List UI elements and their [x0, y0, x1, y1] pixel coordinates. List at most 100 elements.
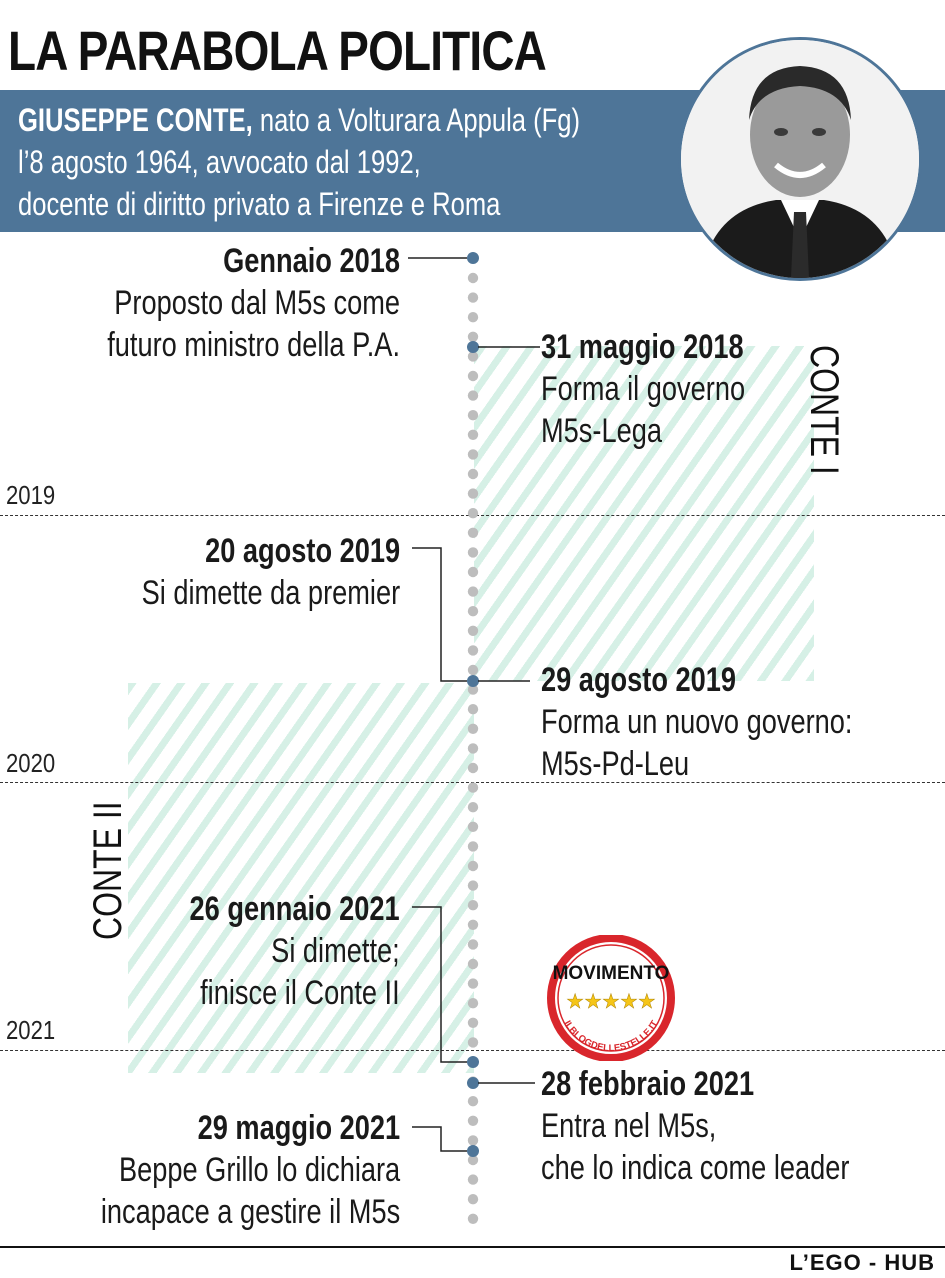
event-text: Proposto dal M5s come — [114, 284, 400, 322]
timeline-dot — [467, 527, 479, 538]
timeline-dot — [467, 1213, 479, 1225]
portrait-photo — [678, 37, 922, 281]
timeline-dot — [467, 664, 479, 676]
event-29-agosto-2019: 29 agosto 2019 Forma un nuovo governo: M… — [541, 659, 852, 785]
bio-text: GIUSEPPE CONTE, nato a Volturara Appula … — [18, 99, 580, 225]
event-text: Si dimette da premier — [141, 574, 400, 612]
event-date: 26 gennaio 2021 — [189, 890, 400, 928]
event-date: 31 maggio 2018 — [541, 328, 744, 366]
bio-line-2: l’8 agosto 1964, avvocato dal 1992, — [18, 144, 421, 180]
page-title: LA PARABOLA POLITICA — [8, 19, 547, 82]
event-dot — [467, 1056, 479, 1068]
m5s-logo-graphic: MOVIMENTO ★★★★★ ILBLOGDELLESTELLE.IT — [547, 935, 675, 1061]
timeline-dot — [467, 272, 479, 284]
event-text: Forma il governo — [541, 370, 746, 408]
timeline-dot — [467, 468, 479, 480]
timeline-dot — [467, 939, 479, 950]
timeline-dot — [467, 1017, 479, 1028]
bio-name: GIUSEPPE CONTE, — [18, 102, 253, 138]
timeline-dot — [467, 704, 479, 715]
timeline-dot — [467, 312, 479, 323]
timeline-dot — [467, 547, 479, 558]
event-text: incapace a gestire il M5s — [100, 1193, 400, 1231]
timeline-dot — [467, 1115, 479, 1127]
event-text: Entra nel M5s, — [541, 1107, 717, 1145]
timeline-dot — [467, 743, 479, 754]
timeline-dot — [467, 762, 479, 774]
timeline-dot — [467, 351, 479, 362]
timeline-dot — [467, 860, 479, 872]
conte-i-label: CONTE I — [802, 345, 846, 475]
event-date: 20 agosto 2019 — [204, 532, 400, 570]
timeline-dot — [467, 488, 479, 499]
event-28-febbraio-2021: 28 febbraio 2021 Entra nel M5s, che lo i… — [541, 1063, 849, 1189]
timeline-dot — [467, 723, 479, 734]
event-dot — [467, 341, 479, 353]
svg-text:★★★★★: ★★★★★ — [566, 989, 656, 1013]
credit: L’EGO - HUB — [789, 1250, 935, 1275]
year-label-2019: 2019 — [6, 480, 56, 510]
timeline-dot — [467, 919, 479, 930]
logo-stars: ★★★★★ — [566, 989, 656, 1014]
event-20-agosto-2019: 20 agosto 2019 Si dimette da premier — [141, 530, 400, 614]
timeline-dot — [467, 998, 479, 1009]
timeline-dot — [467, 566, 479, 578]
event-date: 29 agosto 2019 — [541, 661, 737, 699]
timeline-dot — [467, 1154, 479, 1166]
event-gennaio-2018: Gennaio 2018 Proposto dal M5s come futur… — [107, 240, 400, 366]
timeline-dot — [467, 625, 479, 636]
timeline-dot — [467, 645, 479, 656]
bio-line-1-rest: nato a Volturara Appula (Fg) — [252, 102, 581, 138]
event-connector — [412, 906, 467, 1063]
event-dot — [467, 1077, 479, 1089]
event-text: Beppe Grillo lo dichiara — [118, 1151, 400, 1189]
timeline-dot — [467, 684, 479, 695]
timeline-dot — [467, 606, 479, 617]
timeline-dot — [467, 880, 479, 891]
event-text: M5s-Lega — [541, 412, 662, 450]
timeline-dot — [467, 1174, 479, 1185]
timeline-dot — [467, 1135, 479, 1146]
timeline-dot — [467, 782, 479, 793]
timeline-dot — [467, 292, 479, 303]
event-31-maggio-2018: 31 maggio 2018 Forma il governo M5s-Lega — [541, 326, 745, 452]
conte-ii-label: CONTE II — [86, 801, 130, 940]
footer-rule — [0, 1246, 945, 1248]
event-connector — [412, 1126, 467, 1152]
timeline-dot — [467, 331, 479, 342]
event-dot — [467, 252, 479, 264]
event-text: finisce il Conte II — [200, 974, 400, 1012]
event-text: che lo indica come leader — [541, 1149, 850, 1187]
event-date: 29 maggio 2021 — [197, 1109, 400, 1147]
timeline-dot — [467, 390, 479, 401]
bio-line-3: docente di diritto privato a Firenze e R… — [18, 186, 501, 222]
timeline-dot — [467, 958, 479, 970]
event-26-gennaio-2021: 26 gennaio 2021 Si dimette; finisce il C… — [190, 888, 400, 1014]
timeline-dot — [467, 1096, 479, 1107]
event-29-maggio-2021: 29 maggio 2021 Beppe Grillo lo dichiara … — [101, 1107, 400, 1233]
conte-i-period — [474, 346, 814, 681]
timeline-dot — [467, 1037, 479, 1048]
timeline-dot — [467, 802, 479, 813]
bio-line-1: GIUSEPPE CONTE, nato a Volturara Appula … — [18, 99, 580, 141]
timeline-dot — [467, 370, 479, 382]
year-label-2021: 2021 — [6, 1015, 56, 1045]
event-connector — [412, 547, 467, 682]
timeline-dot — [467, 978, 479, 989]
timeline-dot — [467, 410, 479, 421]
timeline-dot — [467, 821, 479, 832]
event-text: Forma un nuovo governo: — [541, 703, 853, 741]
timeline-dot — [467, 1194, 479, 1205]
timeline-dot — [467, 449, 479, 460]
event-dot — [467, 675, 479, 687]
portrait-illustration — [681, 40, 919, 278]
timeline-dot — [467, 429, 479, 440]
year-divider-2021 — [0, 1050, 945, 1051]
logo-word: MOVIMENTO — [553, 963, 670, 984]
timeline-dot — [467, 900, 479, 911]
timeline-dot — [467, 508, 479, 519]
conte-ii-period — [128, 683, 474, 1073]
event-text: Si dimette; — [271, 932, 401, 970]
event-text: futuro ministro della P.A. — [107, 326, 400, 364]
